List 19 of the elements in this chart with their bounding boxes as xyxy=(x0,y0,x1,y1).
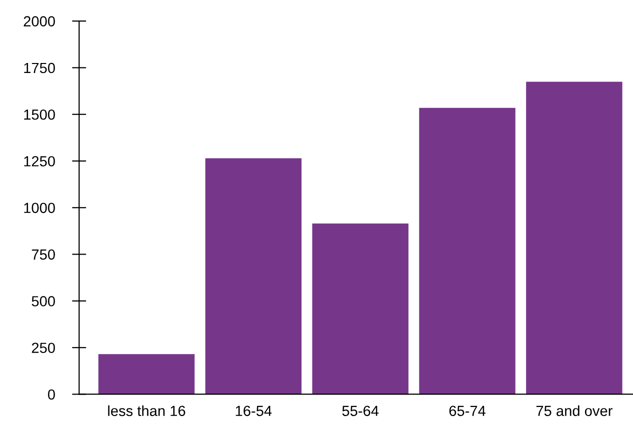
y-tick-label: 1750 xyxy=(24,62,55,74)
y-tick-label: 500 xyxy=(32,296,55,306)
y-tick-label: 1500 xyxy=(24,109,55,120)
y-tick-label: 0 xyxy=(48,389,55,400)
bar xyxy=(98,354,195,394)
bar xyxy=(526,82,622,394)
x-tick-label: less than 16 xyxy=(108,405,186,416)
x-tick-label: 16-54 xyxy=(236,406,272,416)
bar xyxy=(312,224,408,394)
y-tick-label: 750 xyxy=(32,249,55,260)
x-tick-label: 55-64 xyxy=(342,406,379,416)
bar xyxy=(205,158,302,394)
y-tick-label: 2000 xyxy=(24,16,55,26)
y-tick-label: 1000 xyxy=(24,202,55,214)
bar xyxy=(419,108,516,394)
x-tick-label: 75 and over xyxy=(536,405,612,416)
x-tick-label: 65-74 xyxy=(449,406,486,416)
y-tick-label: 250 xyxy=(32,342,55,354)
y-tick-label: 1250 xyxy=(24,156,55,166)
